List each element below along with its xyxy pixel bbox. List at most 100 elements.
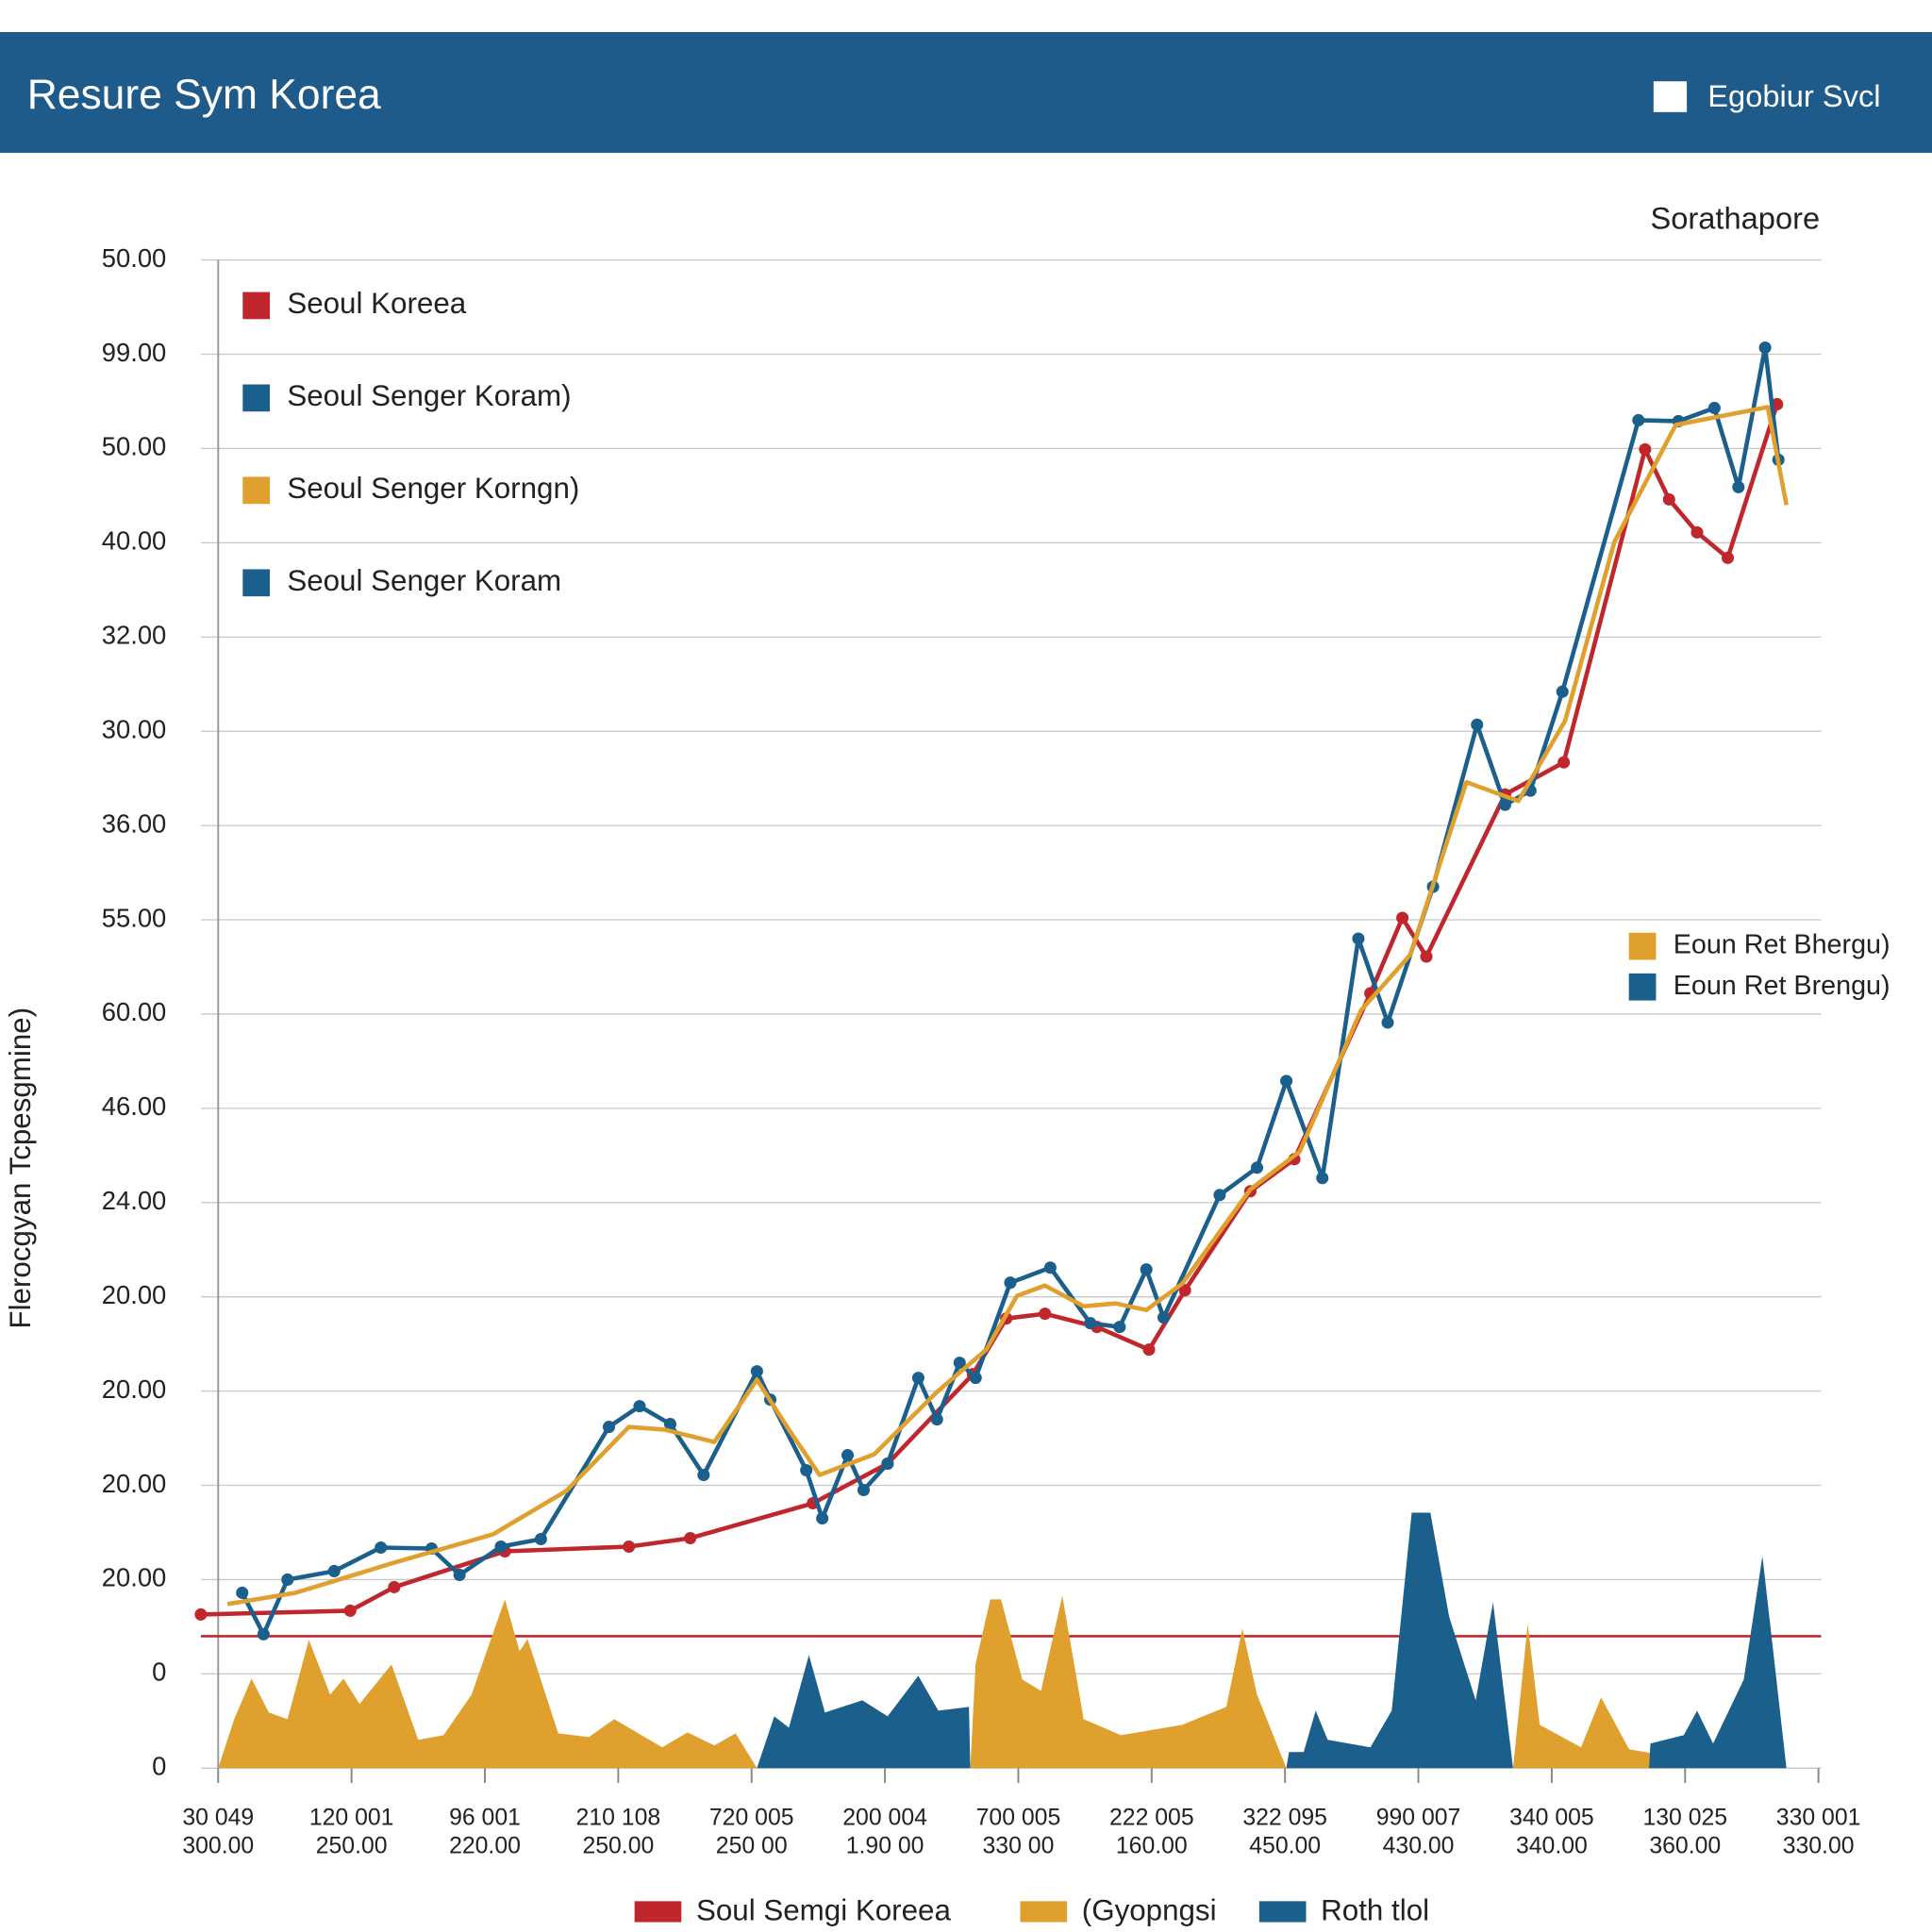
point: [257, 1627, 270, 1641]
legend-label: Roth tlol: [1321, 1893, 1429, 1926]
x-tick-label: 30 049: [182, 1805, 254, 1830]
y-tick-label: 50.00: [102, 243, 167, 273]
point: [1662, 492, 1675, 506]
x-tick-label: 430.00: [1383, 1833, 1455, 1858]
header-title: Resure Sym Korea: [27, 72, 381, 118]
point: [1043, 1261, 1057, 1274]
x-tick-label: 220.00: [449, 1833, 521, 1858]
line: [226, 405, 1789, 1607]
point: [841, 1449, 855, 1462]
point: [633, 1400, 646, 1413]
legend-label: Seoul Senger Korngn): [287, 472, 579, 505]
point: [1556, 685, 1569, 698]
legend-label: Seoul Senger Koram: [287, 564, 561, 597]
x-tick-label: 340.00: [1516, 1833, 1588, 1858]
x-tick-label: 990 007: [1376, 1805, 1461, 1830]
point: [1280, 1074, 1293, 1088]
x-tick-label: 360.00: [1649, 1833, 1721, 1858]
point: [857, 1483, 870, 1497]
x-tick-label: 450.00: [1249, 1833, 1321, 1858]
legend-label: Seoul Koreea: [287, 287, 466, 320]
point: [1732, 480, 1745, 493]
point: [1316, 1172, 1329, 1185]
y-tick-label: 20.00: [102, 1469, 167, 1498]
legend-swatch: [242, 384, 271, 412]
legend-swatch: [242, 569, 271, 597]
point: [930, 1413, 943, 1426]
y-tick-label: 55.00: [102, 903, 167, 932]
point: [816, 1511, 829, 1525]
point: [388, 1580, 401, 1593]
point: [1557, 756, 1571, 769]
y-tick-label: 50.00: [102, 432, 167, 461]
x-tick-label: 222 005: [1109, 1805, 1194, 1830]
x-tick-label: 210 108: [576, 1805, 661, 1830]
point: [1639, 442, 1652, 456]
x-tick-label: 340 005: [1509, 1805, 1594, 1830]
x-tick-label: 120 001: [309, 1805, 394, 1830]
point: [343, 1604, 357, 1617]
point: [881, 1457, 894, 1471]
point: [1142, 1343, 1156, 1357]
point: [375, 1541, 388, 1555]
legend-label: (Gyopngsi: [1082, 1893, 1217, 1926]
x-tick-label: 330 00: [983, 1833, 1055, 1858]
toggle-label[interactable]: Egobiur Svcl: [1707, 78, 1880, 113]
line: [240, 345, 1781, 1637]
x-tick-label: 250.00: [316, 1833, 388, 1858]
legend-label: Eoun Ret Bhergu): [1674, 930, 1890, 960]
y-tick-label: 0: [152, 1657, 166, 1687]
area: [757, 1512, 1787, 1769]
legend-swatch: [242, 476, 271, 505]
point: [1250, 1161, 1264, 1174]
legend-swatch: [1258, 1901, 1307, 1923]
point: [1632, 413, 1645, 426]
point: [1721, 551, 1735, 564]
legend-label: Seoul Senger Koram): [287, 379, 571, 412]
y-tick-label: 20.00: [102, 1374, 167, 1404]
point: [534, 1532, 547, 1546]
y-tick-label: 36.00: [102, 808, 167, 838]
point: [1396, 911, 1409, 924]
x-tick-label: 130 025: [1642, 1805, 1727, 1830]
point: [1158, 1311, 1171, 1324]
x-tick-label: 160.00: [1116, 1833, 1188, 1858]
point: [623, 1540, 636, 1554]
y-tick-label: 99.00: [102, 338, 167, 367]
point: [969, 1372, 982, 1385]
legend-label: Soul Semgi Koreea: [696, 1893, 952, 1926]
y-tick-label: 60.00: [102, 997, 167, 1026]
x-tick-label: 250.00: [582, 1833, 654, 1858]
toggle-box[interactable]: [1653, 81, 1688, 112]
y-tick-label: 0: [152, 1752, 166, 1781]
point: [327, 1564, 341, 1577]
point: [1004, 1276, 1017, 1290]
x-tick-label: 720 005: [709, 1805, 794, 1830]
chart-subtitle: Sorathapore: [1650, 200, 1820, 235]
x-tick-label: 330 001: [1776, 1805, 1861, 1830]
legend-swatch: [242, 291, 271, 320]
y-tick-label: 32.00: [102, 621, 167, 650]
point: [684, 1531, 697, 1545]
point: [1140, 1263, 1153, 1276]
y-axis-label: Flerocgyan Tcpesgmine): [4, 1008, 37, 1329]
point: [1039, 1307, 1052, 1321]
x-tick-label: 300.00: [182, 1833, 254, 1858]
point: [1178, 1284, 1191, 1297]
point: [1213, 1189, 1226, 1202]
y-tick-label: 46.00: [102, 1091, 167, 1121]
point: [1352, 932, 1365, 945]
point: [194, 1607, 208, 1621]
legend-label: Eoun Ret Brengu): [1674, 971, 1890, 1001]
point: [911, 1372, 924, 1385]
point: [1113, 1321, 1126, 1334]
point: [953, 1357, 966, 1370]
legend-swatch: [1020, 1901, 1068, 1923]
point: [1498, 798, 1511, 811]
point: [750, 1365, 763, 1378]
y-tick-label: 40.00: [102, 526, 167, 556]
point: [453, 1568, 466, 1581]
y-tick-label: 20.00: [102, 1280, 167, 1309]
